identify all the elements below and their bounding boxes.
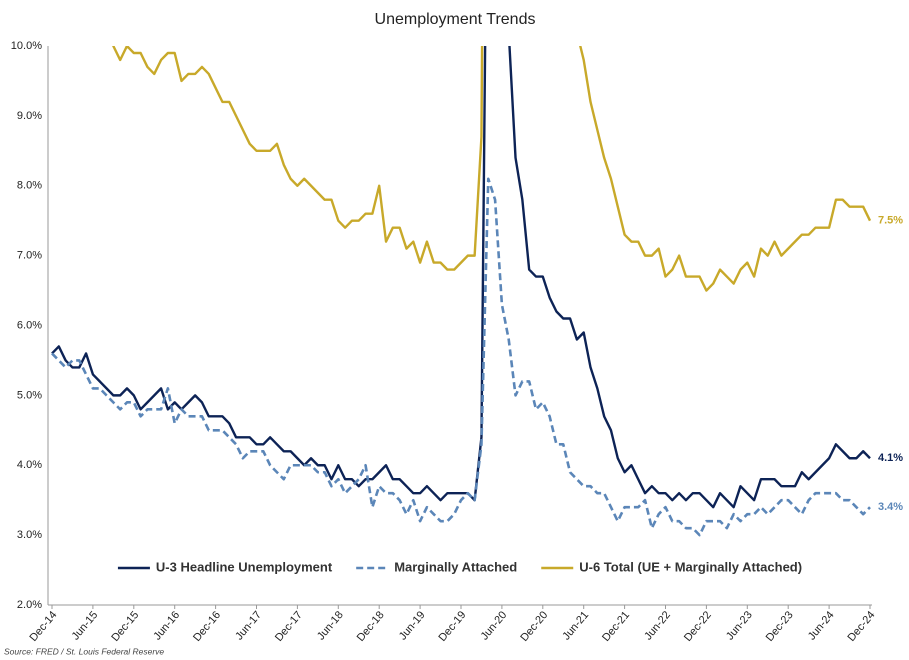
x-tick-label: Dec-24 xyxy=(846,609,878,644)
series-line xyxy=(51,177,871,537)
series-line xyxy=(51,46,871,509)
x-tick-label: Dec-18 xyxy=(355,609,387,644)
x-tick-label: Jun-16 xyxy=(151,609,182,642)
end-label: 3.4% xyxy=(878,501,903,513)
y-tick-label: 3.0% xyxy=(17,529,42,541)
chart-title: Unemployment Trends xyxy=(375,11,536,28)
x-tick-label: Jun-22 xyxy=(642,609,673,642)
y-tick-label: 10.0% xyxy=(11,40,42,52)
x-tick-label: Dec-21 xyxy=(600,609,632,644)
series-line xyxy=(112,46,872,292)
legend-item: U-3 Headline Unemployment xyxy=(117,559,333,574)
legend-label: U-6 Total (UE + Marginally Attached) xyxy=(579,559,802,574)
x-tick-label: Jun-24 xyxy=(806,609,837,642)
legend-label: U-3 Headline Unemployment xyxy=(156,559,333,574)
source-note: Source: FRED / St. Louis Federal Reserve xyxy=(4,646,164,656)
legend-item: Marginally Attached xyxy=(356,559,517,574)
x-tick-label: Jun-23 xyxy=(724,609,755,642)
y-tick-label: 9.0% xyxy=(17,110,42,122)
y-tick-label: 7.0% xyxy=(17,250,42,262)
x-tick-label: Jun-21 xyxy=(560,609,591,642)
y-tick-label: 6.0% xyxy=(17,319,42,331)
x-tick-label: Jun-20 xyxy=(479,609,510,642)
x-tick-label: Jun-18 xyxy=(315,609,346,642)
x-tick-label: Dec-19 xyxy=(437,609,469,644)
x-tick-label: Jun-15 xyxy=(70,609,101,642)
end-label: 7.5% xyxy=(878,215,903,227)
y-tick-label: 4.0% xyxy=(17,459,42,471)
y-tick-label: 2.0% xyxy=(17,599,42,611)
x-tick-label: Jun-19 xyxy=(397,609,428,642)
x-tick-label: Dec-20 xyxy=(518,609,550,644)
plot-area xyxy=(51,46,872,537)
y-tick-label: 8.0% xyxy=(17,180,42,192)
legend-label: Marginally Attached xyxy=(394,559,517,574)
x-tick-label: Dec-23 xyxy=(764,609,796,644)
x-tick-label: Jun-17 xyxy=(233,609,264,642)
y-tick-label: 5.0% xyxy=(17,389,42,401)
x-tick-label: Dec-15 xyxy=(109,609,141,644)
x-tick-label: Dec-16 xyxy=(191,609,223,644)
end-label: 4.1% xyxy=(878,452,903,464)
x-tick-label: Dec-17 xyxy=(273,609,305,644)
legend-item: U-6 Total (UE + Marginally Attached) xyxy=(541,559,802,574)
x-tick-label: Dec-22 xyxy=(682,609,714,644)
x-tick-label: Dec-14 xyxy=(28,609,60,644)
